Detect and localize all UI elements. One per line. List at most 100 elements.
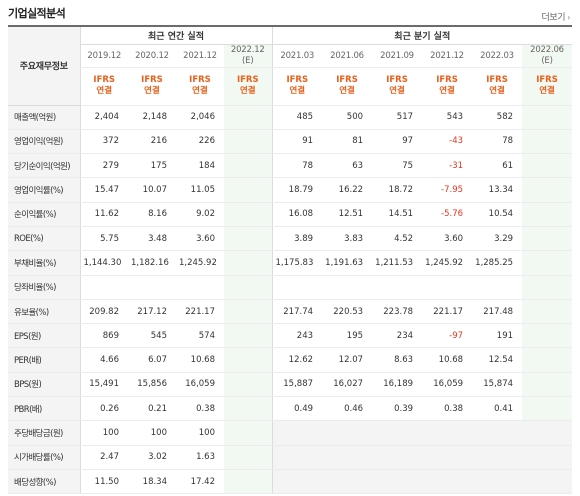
quarter-value-cell: 16,189 [372,372,423,398]
quarter-value-cell: 0.39 [372,396,423,422]
quarter-value-cell: 14.51 [372,202,423,227]
annual-estimate-cell [224,372,273,398]
annual-value-cell: 100 [176,420,224,446]
annual-estimate-cell [224,153,273,179]
quarter-estimate-cell [522,299,573,325]
annual-value-cell: 1,182.16 [128,250,176,276]
ifrs-consolidated-label: IFRS 연결 [322,67,373,106]
estimate-year: 2022.12 [230,44,265,55]
annual-value-cell: 8.16 [128,202,176,227]
ifrs-text: IFRS [536,75,558,85]
annual-value-cell: 372 [79,129,128,155]
ifrs-consolidated-label: IFRS 연결 [472,67,523,106]
annual-value-cell: 6.07 [128,347,176,373]
quarter-value-cell: 78 [271,153,323,179]
row-label: 영업이익률(%) [8,177,80,203]
quarter-value-cell: 543 [422,105,473,130]
annual-value-cell: 869 [79,323,128,349]
quarter-value-cell: 220.53 [322,299,373,325]
quarter-value-cell: 4.52 [372,226,423,252]
table-row: PBR(배) 0.26 0.21 0.38 0.49 0.46 0.39 0.38 0.41 [8,396,573,422]
annual-estimate-year-header: 2022.12 (E) [224,44,273,68]
table-row: 순이익률(%) 11.62 8.16 9.02 16.08 12.51 14.51 -5.76… [8,202,573,227]
annual-value-cell: 10.68 [176,347,224,373]
quarter-value-cell: 91 [271,129,323,155]
quarter-value-cell: 517 [372,105,423,130]
quarter-value-cell [422,275,473,300]
quarter-estimate-cell [522,396,573,422]
annual-estimate-cell [224,420,273,446]
annual-value-cell: 15.47 [79,177,128,203]
quarter-value-cell [472,420,523,446]
quarter-value-cell: 217.74 [271,299,323,325]
quarter-estimate-cell [522,202,573,227]
quarter-value-cell: -97 [422,323,473,349]
quarter-estimate-cell [522,226,573,252]
quarter-value-cell: 12.51 [322,202,373,227]
ifrs-consolidated-label: IFRS 연결 [271,67,323,106]
annual-year-header: 2019.12 [79,44,128,68]
annual-value-cell: 11.50 [79,469,128,495]
quarter-value-cell: 485 [271,105,323,130]
table-row: PER(배) 4.66 6.07 10.68 12.62 12.07 8.63 10.68 12… [8,347,573,373]
ifrs-text: IFRS [286,75,309,85]
quarter-estimate-cell [522,275,573,300]
quarter-year-header: 2021.06 [322,44,373,68]
annual-value-cell: 217.12 [128,299,176,325]
ifrs-consolidated-label: IFRS 연결 [422,67,473,106]
row-label: 당좌비율(%) [8,275,80,300]
quarter-value-cell: 81 [322,129,373,155]
annual-estimate-cell [224,469,273,495]
quarter-estimate-cell [522,250,573,276]
more-label: 더보기 [541,13,566,23]
annual-value-cell: 2,404 [79,105,128,130]
quarter-value-cell: 10.68 [422,347,473,373]
table-row: 당기순이익(억원) 279 175 184 78 63 75 -31 61 [8,153,573,179]
estimate-year: 2022.06 [530,44,564,55]
annual-value-cell: 1.63 [176,445,224,470]
quarter-value-cell: -43 [422,129,473,155]
estimate-mark: (E) [541,55,553,66]
annual-value-cell: 0.21 [128,396,176,422]
quarter-value-cell: 0.49 [271,396,323,422]
quarter-estimate-cell [522,445,573,470]
annual-estimate-cell [224,250,273,276]
table-row: 영업이익(억원) 372 216 226 91 81 97 -43 78 [8,129,573,155]
quarter-value-cell [422,445,473,470]
quarter-value-cell: 1,285.25 [472,250,523,276]
annual-value-cell: 184 [176,153,224,179]
more-link[interactable]: 더보기 › [541,10,571,23]
quarter-value-cell: 0.46 [322,396,373,422]
quarter-value-cell: 243 [271,323,323,349]
quarter-year-header: 2021.09 [372,44,423,68]
annual-value-cell [128,275,176,300]
annual-year-header: 2020.12 [128,44,176,68]
quarter-value-cell [322,420,373,446]
row-label: ROE(%) [8,226,80,252]
annual-value-cell: 100 [128,420,176,446]
annual-value-cell: 17.42 [176,469,224,495]
quarter-value-cell: 221.17 [422,299,473,325]
annual-value-cell: 209.82 [79,299,128,325]
row-label: 순이익률(%) [8,202,80,227]
annual-value-cell: 216 [128,129,176,155]
quarter-value-cell: 234 [372,323,423,349]
row-label: PER(배) [8,347,80,373]
chevron-right-icon: › [567,13,570,22]
annual-estimate-cell [224,177,273,203]
quarter-year-header: 2021.03 [271,44,323,68]
ifrs-text: IFRS [336,75,358,85]
row-label: 주당배당금(원) [8,420,80,446]
quarter-estimate-cell [522,372,573,398]
annual-value-cell: 0.26 [79,396,128,422]
table-row: 배당성향(%) 11.50 18.34 17.42 [8,469,573,495]
annual-value-cell [176,275,224,300]
quarter-value-cell: 191 [472,323,523,349]
quarter-year-header: 2022.03 [472,44,523,68]
ifrs-text: IFRS [386,75,408,85]
quarter-value-cell: 16.22 [322,177,373,203]
quarter-value-cell: 78 [472,129,523,155]
annual-estimate-cell [224,323,273,349]
row-label: PBR(배) [8,396,80,422]
ifrs-consolidated-label: IFRS 연결 [176,67,224,106]
